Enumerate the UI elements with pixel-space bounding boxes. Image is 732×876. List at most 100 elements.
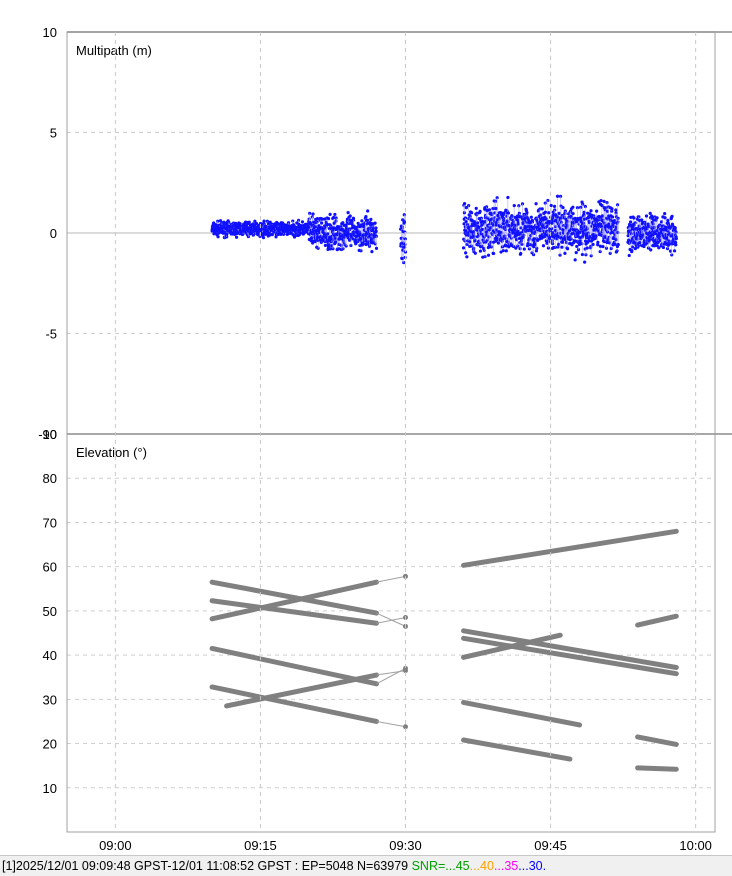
multipath-point [579, 216, 583, 220]
multipath-point [296, 218, 301, 222]
multipath-point [464, 205, 468, 210]
multipath-point [674, 230, 678, 234]
multipath-point [668, 249, 673, 253]
multipath-point [549, 203, 553, 208]
multipath-point [600, 203, 604, 208]
multipath-point [674, 240, 678, 245]
multipath-point [585, 246, 589, 250]
multipath-point [543, 201, 547, 205]
multipath-point [403, 242, 407, 247]
multipath-point [598, 244, 602, 248]
multipath-point [589, 244, 593, 248]
elevation-track [461, 632, 563, 660]
multipath-point [310, 236, 314, 240]
multipath-point [534, 202, 538, 206]
multipath-point [362, 225, 366, 229]
multipath-point [538, 207, 542, 211]
status-text: [1]2025/12/01 09:09:48 GPST-12/01 11:08:… [2, 859, 412, 873]
multipath-point [522, 233, 526, 237]
multipath-point [268, 220, 272, 224]
multipath-point [547, 211, 551, 215]
multipath-y-tick-label: -5 [45, 327, 57, 342]
multipath-point [626, 234, 630, 238]
multipath-point [616, 230, 620, 235]
multipath-point [529, 215, 533, 219]
multipath-point [351, 218, 356, 222]
multipath-point [589, 209, 593, 213]
multipath-point [506, 211, 511, 215]
multipath-point [656, 226, 661, 231]
multipath-point [613, 242, 617, 246]
multipath-point [361, 241, 365, 245]
multipath-point [674, 243, 678, 247]
multipath-point [601, 244, 605, 249]
multipath-point [580, 252, 584, 257]
multipath-point [360, 219, 364, 223]
multipath-point [581, 221, 586, 225]
x-tick-label: 10:00 [679, 838, 712, 853]
multipath-point [473, 251, 477, 255]
multipath-y-tick-label: 5 [50, 126, 57, 141]
multipath-point [325, 222, 329, 227]
multipath-point [403, 250, 408, 254]
multipath-point [637, 215, 641, 219]
multipath-point [487, 228, 492, 232]
multipath-point [364, 214, 368, 219]
multipath-point [468, 214, 472, 219]
multipath-point [557, 211, 561, 215]
multipath-point [475, 211, 479, 216]
elevation-y-tick-label: 30 [43, 692, 57, 707]
multipath-point [261, 236, 266, 240]
elevation-track [209, 684, 379, 724]
multipath-point [564, 217, 568, 221]
multipath-point [600, 214, 605, 218]
multipath-point [670, 214, 674, 218]
multipath-point [330, 244, 334, 248]
elevation-y-tick-label: 10 [43, 781, 57, 796]
multipath-point [400, 257, 404, 261]
status-bar: [1]2025/12/01 09:09:48 GPST-12/01 11:08:… [0, 855, 732, 876]
elevation-track [461, 635, 679, 677]
multipath-point [332, 221, 336, 225]
multipath-point [599, 198, 603, 203]
time-axis: 09:00 09:15 09:30 09:45 10:00 [66, 31, 716, 853]
multipath-point [374, 229, 378, 233]
multipath-point [648, 211, 652, 215]
plot-frame [66, 31, 716, 833]
multipath-point [355, 228, 359, 232]
multipath-point [492, 251, 496, 256]
multipath-point [560, 240, 565, 244]
multipath-point [594, 234, 598, 238]
multipath-point [583, 260, 587, 264]
multipath-point [555, 194, 560, 198]
multipath-point [365, 218, 370, 222]
multipath-point [464, 251, 468, 255]
multipath-point [348, 214, 352, 218]
multipath-point [657, 246, 661, 250]
multipath-point [270, 232, 274, 237]
multipath-point [238, 222, 242, 226]
elevation-y-tick-label: 50 [43, 604, 57, 619]
multipath-point [518, 247, 522, 251]
elevation-track [224, 672, 379, 709]
multipath-point [527, 236, 532, 241]
multipath-point [462, 222, 466, 226]
multipath-point [550, 239, 554, 243]
elevation-track [461, 699, 583, 728]
multipath-point [247, 220, 251, 224]
multipath-point [671, 223, 675, 227]
multipath-point [587, 239, 591, 243]
multipath-point [539, 213, 543, 217]
multipath-point [563, 251, 567, 255]
multipath-point [493, 230, 497, 235]
x-tick-label: 09:45 [534, 838, 567, 853]
multipath-point [496, 241, 500, 245]
multipath-point [478, 209, 482, 213]
elevation-track [461, 737, 573, 762]
multipath-point [329, 224, 333, 228]
multipath-point [556, 215, 560, 219]
multipath-point [461, 246, 466, 250]
multipath-point [663, 240, 667, 245]
elevation-track [209, 598, 379, 626]
